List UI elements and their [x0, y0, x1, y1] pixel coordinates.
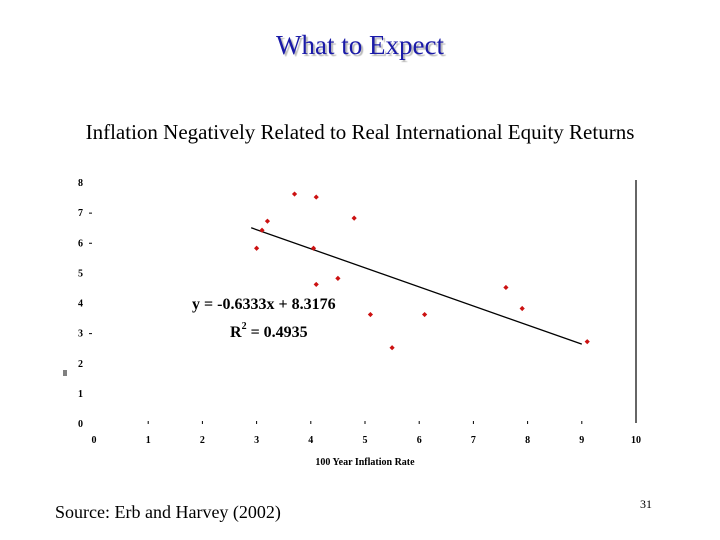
x-tick-label: 5: [363, 435, 368, 446]
page-number: 31: [640, 497, 652, 511]
data-point: [254, 245, 260, 251]
data-point: [291, 191, 298, 197]
data-point: [259, 227, 265, 233]
x-tick-label: 1: [146, 435, 151, 446]
trend-equation: y = -0.6333x + 8.3176: [192, 296, 336, 313]
y-tick-label: 3: [78, 329, 83, 340]
y-tick-label: 4: [78, 299, 83, 310]
chart-subtitle: Inflation Negatively Related to Real Int…: [85, 120, 635, 144]
data-point: [313, 281, 319, 288]
data-point: [389, 345, 395, 351]
data-point: [351, 215, 357, 221]
x-tick-label: 0: [92, 435, 97, 446]
r-squared-label: R2 = 0.4935: [230, 321, 308, 341]
data-point: [584, 339, 590, 345]
data-point: [310, 245, 317, 251]
r2-superscript: 2: [242, 321, 247, 332]
x-tick-label: 2: [200, 435, 205, 446]
x-tick-label: 9: [579, 435, 584, 446]
y-tick-label: 8: [78, 178, 83, 189]
r2-letter: R: [230, 324, 242, 341]
y-tick-label: 1: [78, 389, 83, 400]
data-point: [264, 218, 271, 224]
x-tick-label: 7: [471, 435, 476, 446]
slide-title: What to Expect: [276, 30, 444, 60]
data-point: [335, 275, 341, 281]
data-point: [422, 311, 428, 318]
y-tick-label: 2: [78, 359, 83, 370]
x-tick-label: 8: [525, 435, 530, 446]
r2-value: = 0.4935: [247, 324, 308, 341]
data-points: [254, 191, 590, 351]
y-tick-label: 5: [78, 268, 83, 279]
y-axis-ticks: 0 1 2 3 4 5 6 7 8: [78, 178, 92, 430]
y-tick-label: 0: [78, 419, 83, 430]
chart-axes: [63, 180, 637, 423]
y-tick-label: 6: [78, 238, 83, 249]
source-citation: Source: Erb and Harvey (2002): [55, 502, 281, 522]
x-tick-label: 10: [631, 435, 641, 446]
y-tick-label: 7: [78, 208, 83, 219]
x-axis-label: 100 Year Inflation Rate: [315, 457, 415, 468]
x-tick-label: 4: [308, 435, 313, 446]
data-point: [367, 311, 374, 318]
x-tick-label: 6: [417, 435, 422, 446]
x-tick-label: 3: [254, 435, 259, 446]
trend-line: [250, 227, 583, 345]
data-point: [503, 284, 509, 291]
data-point: [519, 305, 525, 312]
data-point: [313, 194, 319, 200]
x-axis-ticks: 0 1 2 3 4 5 6 7 8 9 10: [92, 421, 641, 446]
